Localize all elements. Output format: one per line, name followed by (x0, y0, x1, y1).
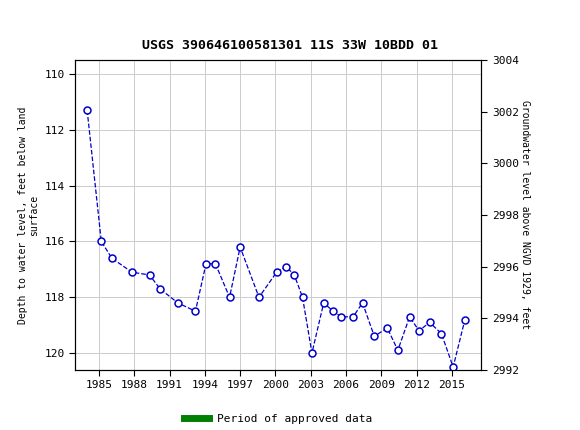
Text: USGS 390646100581301 11S 33W 10BDD 01: USGS 390646100581301 11S 33W 10BDD 01 (142, 39, 438, 52)
Bar (7, 34, 26, 36)
Bar (7, 32, 26, 34)
Y-axis label: Depth to water level, feet below land
surface: Depth to water level, feet below land su… (17, 106, 39, 324)
Legend: Period of approved data: Period of approved data (180, 409, 377, 428)
Text: USGS: USGS (50, 12, 105, 29)
Bar (26, 34, 44, 35)
Y-axis label: Groundwater level above NGVD 1929, feet: Groundwater level above NGVD 1929, feet (520, 101, 530, 329)
